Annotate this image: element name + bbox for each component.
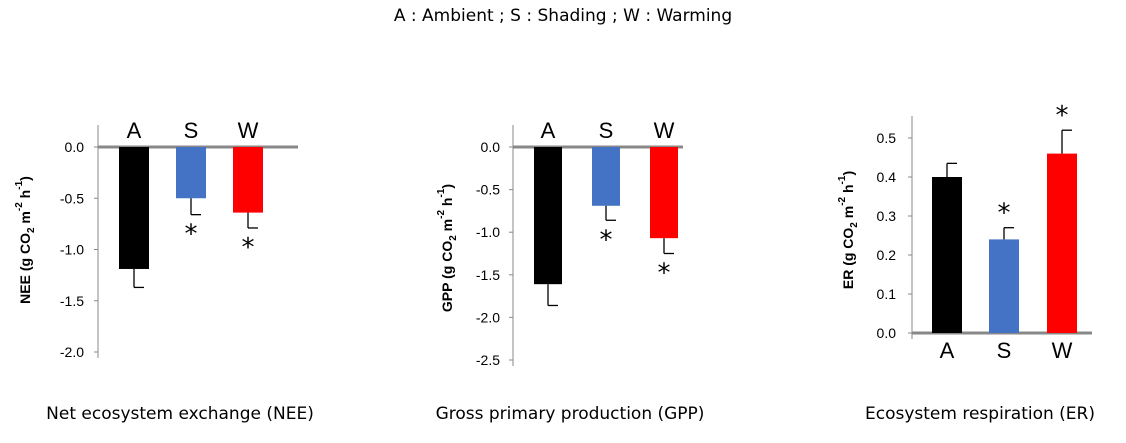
er-significance-star-s: * (998, 199, 1011, 229)
nee-y-axis-label-part: h (17, 190, 33, 202)
er-bar-s (989, 239, 1019, 333)
nee-category-label-w: W (238, 118, 259, 143)
nee-y-tick-label: 0.0 (65, 139, 85, 155)
gpp-significance-star-s: * (600, 225, 613, 255)
nee-bar-s (176, 147, 206, 199)
gpp-y-axis-label-part: h (439, 198, 455, 210)
er-y-tick-label: 0.0 (877, 325, 897, 341)
nee-significance-star-w: * (242, 233, 255, 263)
er-y-tick-label: 0.5 (877, 130, 897, 146)
legend-title: A : Ambient ; S : Shading ; W : Warming (393, 6, 733, 26)
gpp-y-axis-label-part: -1 (436, 188, 447, 197)
gpp-y-tick-label: -0.5 (476, 182, 500, 198)
gpp-y-tick-label: -1.5 (476, 267, 500, 283)
er-y-tick-label: 0.4 (877, 169, 897, 185)
er-y-axis-label-part: ) (840, 171, 856, 176)
er-category-label-s: S (997, 338, 1012, 363)
er-bar-a (932, 177, 962, 333)
nee-y-axis-label: NEE (g CO2 m-2 h-1) (14, 176, 37, 304)
gpp-y-axis-label-part: ) (439, 184, 455, 189)
nee-category-label-a: A (127, 118, 142, 143)
nee-y-axis-label-part: 2 (26, 227, 37, 233)
nee-category-label-s: S (184, 118, 199, 143)
gpp-category-label-s: S (599, 118, 614, 143)
nee-significance-star-s: * (185, 220, 198, 250)
gpp-y-tick-label: 0.0 (481, 139, 501, 155)
er-y-axis-label-part: -2 (837, 196, 848, 205)
gpp-y-axis-label-part: 2 (448, 235, 459, 241)
er-y-tick-label: 0.2 (877, 247, 897, 263)
er-category-label-w: W (1052, 338, 1073, 363)
gpp-y-tick-label: -2.5 (476, 352, 500, 368)
gpp-bar-w (650, 147, 678, 239)
nee-bar-w (233, 147, 263, 213)
er-y-axis-label-part: -1 (837, 175, 848, 184)
gpp-category-label-a: A (541, 118, 556, 143)
nee-y-axis-label-part: -2 (14, 202, 25, 211)
caption-nee: Net ecosystem exchange (NEE) (46, 404, 314, 424)
nee-bar-a (119, 147, 149, 269)
gpp-significance-star-w: * (658, 259, 671, 289)
er-y-axis-label-part: ER (g CO (840, 228, 856, 290)
er-category-label-a: A (940, 338, 955, 363)
gpp-y-axis-label-part: -2 (436, 210, 447, 219)
nee-y-tick-label: -1.5 (60, 293, 84, 309)
gpp-y-tick-label: -1.0 (476, 224, 500, 240)
er-y-axis-label-part: m (840, 206, 856, 222)
nee-y-tick-label: -2.0 (60, 344, 84, 360)
nee-y-axis-label-part: m (17, 211, 33, 227)
er-y-tick-label: 0.1 (877, 286, 897, 302)
nee-y-axis-label-part: ) (17, 176, 33, 181)
er-significance-star-w: * (1056, 101, 1069, 131)
caption-gpp: Gross primary production (GPP) (435, 404, 705, 424)
gpp-y-axis-label-part: GPP (g CO (439, 241, 455, 312)
gpp-bar-s (592, 147, 620, 206)
nee-y-tick-label: -1.0 (60, 242, 84, 258)
gpp-y-axis-label: GPP (g CO2 m-2 h-1) (436, 184, 459, 312)
gpp-bar-a (534, 147, 562, 285)
nee-y-axis-label-part: -1 (14, 180, 25, 189)
nee-y-tick-label: -0.5 (60, 190, 84, 206)
er-y-tick-label: 0.3 (877, 208, 897, 224)
caption-er: Ecosystem respiration (ER) (865, 404, 1095, 424)
er-bar-w (1047, 153, 1077, 333)
gpp-y-axis-label-part: m (439, 219, 455, 235)
gpp-y-tick-label: -2.0 (476, 309, 500, 325)
gpp-category-label-w: W (654, 118, 675, 143)
er-y-axis-label-part: 2 (849, 222, 860, 228)
er-y-axis-label-part: h (840, 184, 856, 196)
er-y-axis-label: ER (g CO2 m-2 h-1) (837, 171, 860, 289)
nee-y-axis-label-part: NEE (g CO (17, 233, 33, 304)
